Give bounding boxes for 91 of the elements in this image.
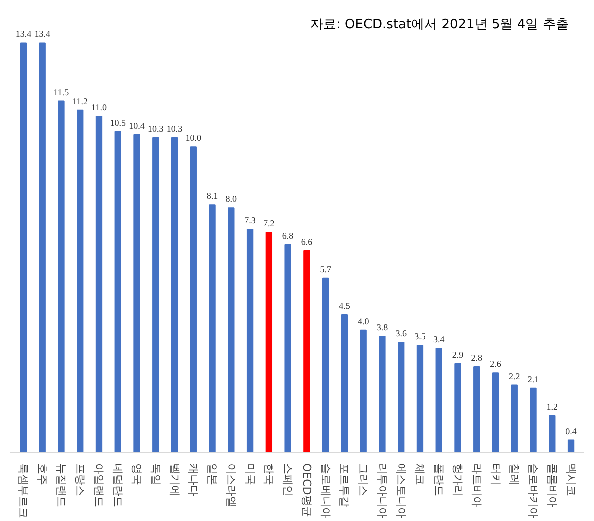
data-label: 1.2 — [546, 402, 558, 412]
bar — [58, 100, 65, 452]
data-label: 10.3 — [166, 124, 184, 134]
bar — [492, 372, 500, 452]
bar — [322, 278, 330, 452]
bar — [304, 250, 310, 452]
bar — [171, 137, 178, 452]
x-tick-label: 룩셈부르크 — [17, 464, 30, 518]
x-tick-label: 호주 — [36, 464, 50, 486]
data-label: 10.4 — [129, 120, 146, 131]
x-tick-label: 콜롬비아 — [546, 464, 559, 508]
bar — [549, 415, 556, 452]
x-tick-label: 포르투갈 — [338, 464, 352, 508]
x-tick-label: 에스토니아 — [394, 464, 408, 518]
bar — [228, 208, 235, 452]
bar — [341, 314, 348, 452]
bar — [77, 110, 84, 452]
x-tick-label: 멕시코 — [564, 464, 578, 496]
data-label: 4.5 — [339, 301, 351, 312]
data-label: 13.4 — [34, 29, 51, 40]
x-tick-label: 캐나다 — [187, 464, 200, 496]
data-label: 8.0 — [226, 194, 238, 204]
bar — [96, 116, 103, 452]
text: 자료: OECD.stat에서 2021년 5월 4일 추출 — [310, 18, 569, 32]
data-label: 11.0 — [92, 102, 108, 113]
x-tick-label: 한국 — [262, 464, 276, 486]
bar — [20, 42, 28, 452]
bar — [134, 134, 140, 452]
x-tick-label: 프랑스 — [74, 464, 87, 496]
data-label: 3.6 — [396, 328, 408, 339]
bar — [152, 137, 160, 452]
data-label: 13.4 — [16, 29, 32, 40]
data-label: 10.5 — [110, 118, 126, 128]
data-label: 3.8 — [376, 322, 389, 332]
data-label: 3.4 — [433, 334, 446, 345]
x-tick-label: 이스라엘 — [224, 464, 238, 508]
x-tick-label: 벨기에 — [168, 464, 182, 496]
x-tick-label: 뉴질랜드 — [54, 464, 68, 508]
bar — [530, 388, 537, 452]
bar — [398, 342, 405, 452]
data-label: 7.3 — [244, 216, 256, 226]
x-tick-label: 스페인 — [282, 464, 295, 496]
x-tick-label: 터키 — [489, 464, 502, 486]
data-label: 4.0 — [358, 316, 370, 326]
bar — [568, 440, 575, 452]
x-tick-label: 영국 — [130, 464, 144, 486]
data-label: 10.3 — [148, 124, 164, 134]
x-tick-label: 리투아니아 — [376, 464, 389, 518]
data-label: 2.6 — [490, 359, 502, 370]
bar — [454, 363, 462, 452]
x-tick-label: 칠레 — [508, 464, 522, 486]
data-label: 5.7 — [320, 264, 332, 274]
data-label: 8.1 — [206, 191, 218, 202]
bar — [39, 42, 46, 452]
x-tick-label: 독일 — [149, 464, 162, 486]
bar — [209, 204, 216, 452]
bar — [266, 232, 273, 452]
x-tick-label: 체코 — [414, 464, 427, 486]
bar — [511, 384, 518, 452]
bar — [360, 330, 367, 452]
x-tick-label: 슬로베니아 — [319, 464, 332, 518]
bar — [284, 244, 292, 452]
x-tick-label: 일본 — [206, 464, 220, 486]
data-label: 2.8 — [471, 352, 483, 363]
data-label: 2.9 — [452, 350, 464, 360]
x-tick-label: 미국 — [244, 464, 257, 486]
x-tick-label: 네덜란드 — [112, 464, 125, 508]
data-label: 7.2 — [264, 218, 275, 229]
bar — [114, 131, 122, 452]
bar — [416, 345, 424, 452]
x-tick-label: OECD평균 — [300, 464, 314, 518]
data-label: 2.1 — [528, 374, 540, 384]
data-label: 11.2 — [72, 96, 88, 106]
bar — [436, 348, 442, 452]
bar — [474, 366, 480, 452]
data-label: 10.0 — [186, 133, 202, 144]
x-tick-label: 아일랜드 — [92, 464, 106, 508]
x-tick-label: 그리스 — [357, 464, 370, 496]
data-label: 0.4 — [566, 426, 578, 436]
bar — [379, 336, 386, 452]
x-tick-label: 폴란드 — [432, 464, 446, 496]
data-label: 3.5 — [414, 332, 426, 342]
x-tick-label: 라트비아 — [470, 464, 484, 508]
data-label: 6.6 — [301, 236, 314, 247]
data-label: 6.8 — [282, 230, 294, 241]
data-label: 11.5 — [54, 87, 70, 98]
bar — [246, 229, 254, 452]
bar — [190, 146, 197, 452]
x-tick-label: 헝가리 — [451, 464, 464, 496]
data-label: 2.2 — [509, 371, 520, 382]
x-tick-label: 슬로바키아 — [527, 464, 540, 518]
